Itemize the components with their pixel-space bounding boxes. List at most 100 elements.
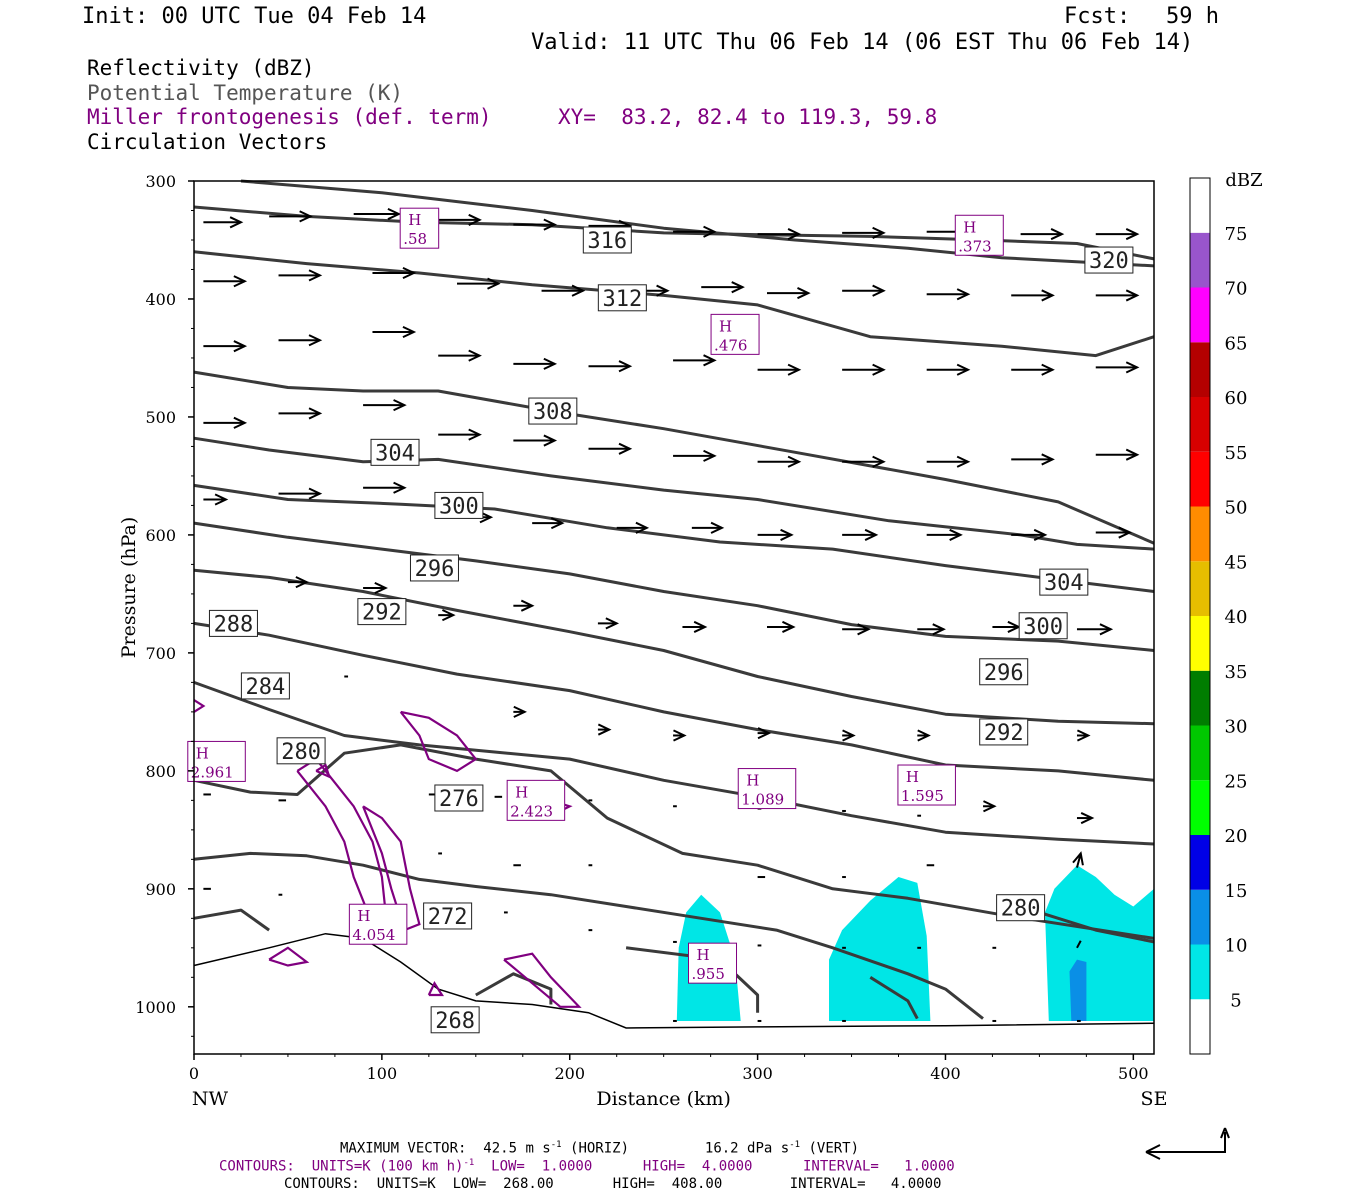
theta-label-text: 292 — [362, 601, 402, 626]
circulation-vector — [541, 284, 586, 297]
frontogenesis-contour-layer — [193, 699, 582, 1008]
vector-head — [308, 334, 323, 347]
circulation-vector — [363, 399, 407, 412]
theta-label-text: 296 — [984, 661, 1024, 686]
circulation-vector — [438, 428, 482, 441]
legend-theta: Potential Temperature (K) — [87, 81, 404, 105]
vector-head — [782, 620, 796, 633]
fronto-max-letter: H — [196, 744, 209, 762]
frontogenesis-contour — [268, 946, 310, 967]
circulation-vector — [457, 277, 501, 290]
theta-label-box — [434, 784, 484, 812]
circulation-vector — [842, 363, 886, 376]
colorbar-label: 10 — [1225, 936, 1248, 957]
vector-head — [703, 449, 717, 462]
frontogenesis-max: H.373 — [954, 214, 1004, 256]
circulation-vector — [1011, 528, 1048, 541]
fronto-max-box — [688, 942, 738, 984]
theta-contour — [1038, 910, 1155, 944]
footer-max-vector-label: MAXIMUM VECTOR: — [340, 1140, 467, 1157]
circulation-vector — [673, 225, 717, 238]
theta-label: 320 — [1084, 246, 1134, 274]
fronto-max-box — [737, 768, 797, 810]
theta-label-text: 272 — [428, 905, 468, 930]
circulation-vector-layer — [203, 207, 1140, 1022]
frontogenesis-max: H1.595 — [897, 764, 956, 806]
circulation-vector — [278, 269, 323, 282]
colorbar-swatch — [1190, 397, 1210, 452]
colorbar-label: 75 — [1225, 224, 1248, 245]
colorbar-label: 15 — [1225, 881, 1248, 902]
theta-label-text: 280 — [1001, 897, 1041, 922]
theta-label: 304 — [1039, 568, 1089, 596]
fronto-max-letter: H — [697, 946, 710, 964]
circulation-vector — [1076, 812, 1095, 825]
fronto-max-value: .476 — [714, 336, 747, 354]
theta-contour — [475, 972, 553, 1005]
circulation-vector — [1076, 940, 1082, 949]
circulation-vector — [766, 620, 796, 633]
circulation-vector — [278, 334, 323, 347]
fronto-max-value: .373 — [958, 237, 991, 255]
circulation-vector — [842, 455, 886, 468]
colorbar-swatch — [1190, 889, 1210, 945]
circulation-vector — [597, 617, 620, 630]
theta-label-box — [1018, 612, 1068, 640]
vector-head — [872, 455, 886, 468]
vector-head — [673, 729, 687, 742]
theta-label-text: 304 — [375, 441, 415, 466]
circulation-vector — [757, 528, 794, 541]
x-tick-label: 500 — [1118, 1064, 1149, 1083]
theta-label: 308 — [528, 397, 578, 425]
circulation-vector — [691, 521, 725, 534]
vector-head — [1125, 361, 1140, 374]
theta-label-box — [208, 609, 258, 637]
vector-head — [233, 340, 248, 353]
circulation-vector — [926, 528, 963, 541]
circulation-vector — [842, 729, 856, 742]
colorbar-title: dBZ — [1225, 170, 1262, 191]
frontogenesis-max: H2.423 — [506, 779, 566, 821]
vector-head — [468, 428, 482, 441]
circulation-vector — [992, 620, 1022, 633]
theta-label-box — [996, 894, 1046, 922]
theta-label: 268 — [430, 1006, 480, 1034]
vector-head — [757, 727, 772, 740]
theta-contour — [193, 568, 1155, 726]
legend-reflectivity: Reflectivity (dBZ) — [87, 56, 315, 80]
vector-head — [956, 455, 971, 468]
vector-head — [917, 729, 931, 742]
circulation-vector — [372, 266, 417, 280]
theta-contour-layer — [193, 179, 1155, 1020]
theta-label: 304 — [370, 438, 420, 466]
theta-label: 292 — [357, 598, 407, 626]
circulation-vector — [203, 216, 244, 229]
vector-head — [513, 705, 527, 718]
theta-label-text: 288 — [214, 612, 254, 637]
vector-head — [308, 407, 323, 420]
colorbar-label: 65 — [1225, 333, 1248, 354]
theta-label: 284 — [240, 672, 290, 700]
legend-frontogenesis: Miller frontogenesis (def. term) — [87, 105, 492, 129]
theta-label-box — [434, 491, 484, 519]
circulation-vector — [842, 226, 886, 239]
colorbar-label: 35 — [1225, 662, 1248, 683]
header-init: Init: 00 UTC Tue 04 Feb 14 — [82, 4, 427, 29]
footer-horiz-tag: (HORIZ) — [570, 1140, 630, 1157]
vector-head — [468, 213, 482, 226]
circulation-vector — [372, 325, 417, 339]
vector-head — [543, 218, 558, 231]
fronto-max-box — [954, 214, 1004, 256]
theta-label-text: 276 — [439, 787, 479, 812]
colorbar-swatch — [1190, 287, 1210, 343]
vector-head — [872, 363, 886, 376]
fronto-max-letter: H — [906, 768, 919, 786]
vector-head — [550, 517, 565, 530]
circulation-vector — [917, 729, 931, 742]
theta-label-box — [582, 226, 632, 254]
colorbar-label: 60 — [1225, 388, 1248, 409]
circulation-vector — [513, 357, 558, 370]
theta-label: 296 — [409, 554, 459, 582]
circulation-vector — [363, 481, 407, 494]
theta-contour — [193, 205, 1155, 261]
